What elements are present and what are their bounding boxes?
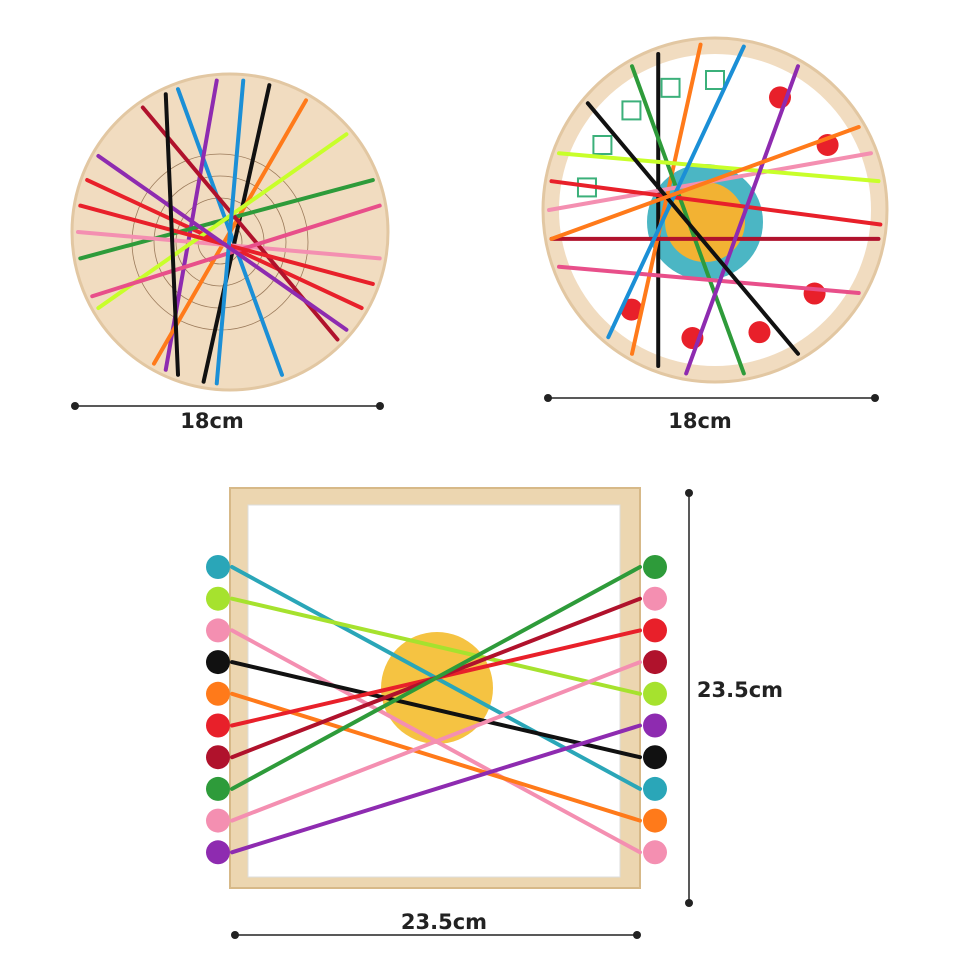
- bead: [643, 555, 667, 579]
- string: [230, 691, 642, 823]
- dimension-end: [544, 394, 552, 402]
- bead: [206, 808, 230, 833]
- string: [557, 151, 881, 184]
- bead: [206, 555, 230, 579]
- square-card: [247, 504, 621, 878]
- string: [201, 83, 272, 384]
- boards: [70, 36, 889, 889]
- bead: [643, 840, 667, 865]
- dimensions: 18cm 18cm 23.5cm 23.5cm: [71, 394, 879, 939]
- bead: [206, 840, 230, 865]
- bead: [206, 618, 230, 643]
- ladybug: [620, 298, 643, 321]
- dimension-end: [871, 394, 879, 402]
- bead: [206, 745, 230, 770]
- string: [684, 64, 800, 376]
- dimension-end: [376, 402, 384, 410]
- string: [549, 125, 861, 241]
- string: [96, 132, 349, 310]
- ladybug: [803, 282, 826, 305]
- string: [230, 565, 642, 791]
- bead: [643, 713, 667, 738]
- bead: [643, 681, 667, 706]
- bead: [206, 713, 230, 738]
- dice-icon: [592, 135, 613, 155]
- dimension-label: 23.5cm: [697, 678, 783, 702]
- dimension-end: [231, 931, 239, 939]
- dimension-label: 23.5cm: [401, 910, 487, 934]
- ladybug: [748, 321, 771, 344]
- dimension-end: [71, 402, 79, 410]
- dice-icon: [705, 70, 725, 90]
- dimension-label: 18cm: [668, 409, 732, 433]
- bead: [206, 776, 230, 801]
- string: [230, 660, 642, 760]
- dimension-end: [685, 899, 693, 907]
- bead: [643, 776, 667, 801]
- bead: [643, 745, 667, 770]
- string: [230, 723, 642, 855]
- string: [96, 154, 349, 332]
- string: [214, 78, 246, 386]
- string: [557, 264, 861, 295]
- string: [230, 596, 642, 696]
- bead: [643, 586, 667, 611]
- dice-icon: [660, 77, 681, 98]
- string: [230, 660, 642, 823]
- dimension-label: 18cm: [180, 409, 244, 433]
- string: [163, 92, 181, 377]
- dice-icon: [621, 100, 642, 121]
- string: [549, 179, 883, 227]
- bead: [206, 586, 230, 611]
- string: [585, 101, 800, 356]
- dimension-end: [685, 489, 693, 497]
- bead: [206, 681, 230, 706]
- bead: [206, 650, 230, 675]
- dimension-end: [633, 931, 641, 939]
- bead: [643, 650, 667, 675]
- bead: [643, 808, 667, 833]
- bead: [643, 618, 667, 643]
